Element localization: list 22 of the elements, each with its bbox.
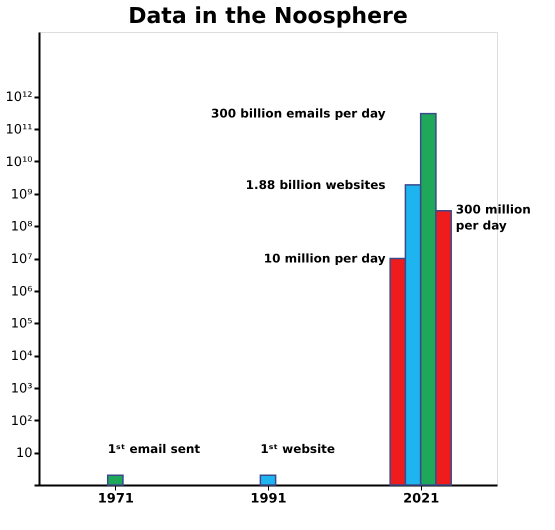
annotation: 1ˢᵗ email sent xyxy=(108,442,200,456)
y-tick-label: 10⁹ xyxy=(10,187,32,202)
x-tick-label: 1971 xyxy=(98,492,134,506)
annotation: 300 million per day xyxy=(456,202,531,233)
y-tick-label: 10⁷ xyxy=(10,252,32,267)
y-tick-label: 10⁶ xyxy=(10,284,32,300)
y-tick-label: 10¹⁰ xyxy=(6,154,32,170)
y-tick-label: 10⁸ xyxy=(10,220,32,235)
y-tick-label: 10³ xyxy=(10,381,32,396)
x-tick-label: 1991 xyxy=(250,492,287,506)
y-tick-label: 10⁴ xyxy=(10,349,32,364)
annotation: 1ˢᵗ website xyxy=(260,442,336,456)
annotation: 300 billion emails per day xyxy=(211,106,386,121)
chart-title: Data in the Noosphere xyxy=(128,4,408,29)
annotation: 1.88 billion websites xyxy=(246,178,386,192)
annotation: 10 million per day xyxy=(264,252,386,266)
y-tick-label: 10¹¹ xyxy=(6,122,32,138)
y-tick-label: 10² xyxy=(10,414,32,429)
y-tick-label: 10 xyxy=(16,446,32,462)
y-tick-label: 10⁵ xyxy=(10,316,32,332)
y-tick-label: 10¹² xyxy=(6,90,32,106)
x-tick-label: 2021 xyxy=(403,492,440,506)
